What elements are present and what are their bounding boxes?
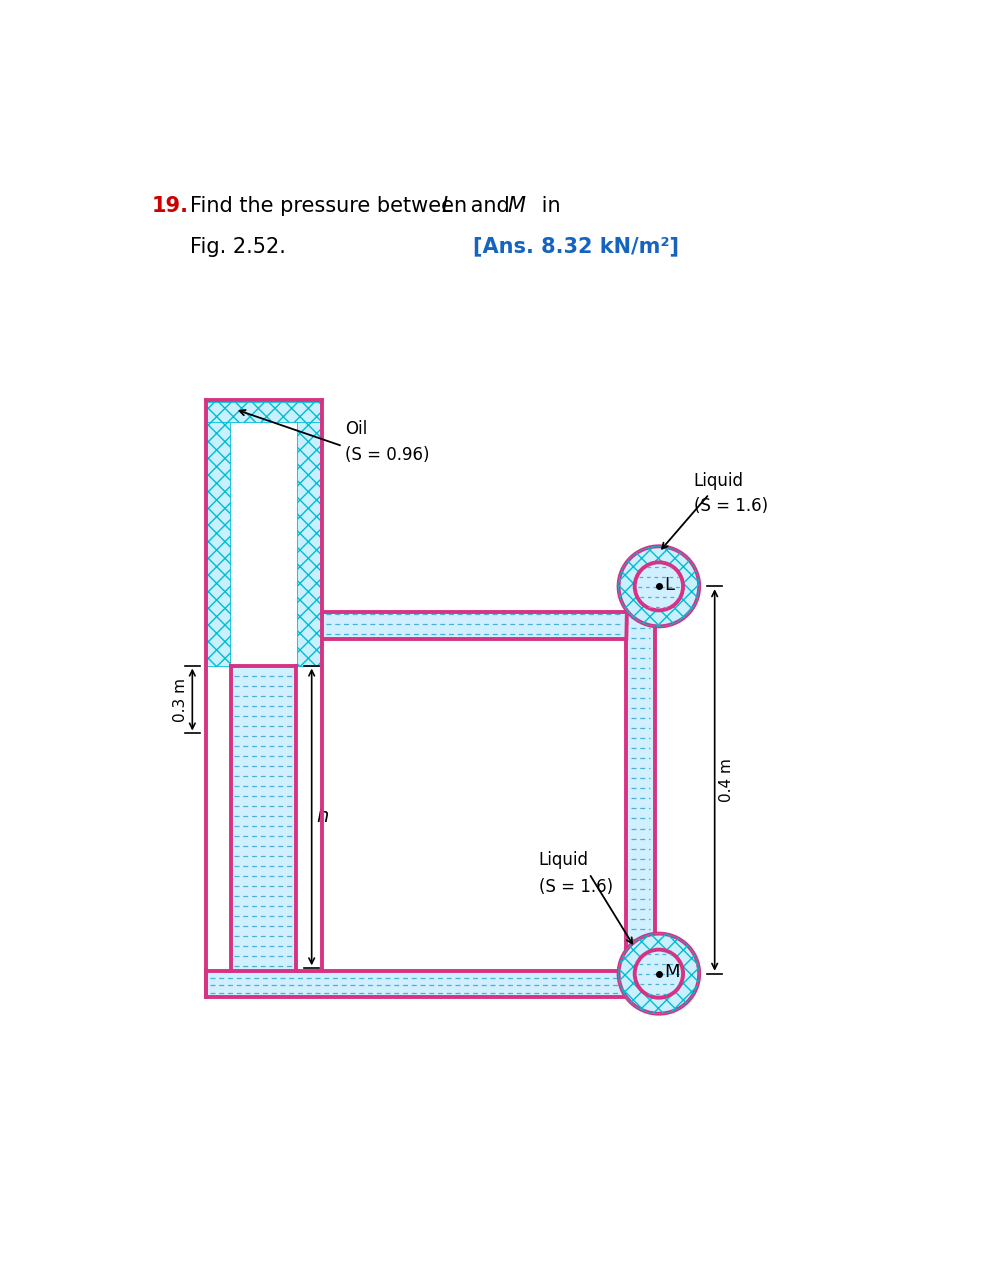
Text: [Ans. 8.32 kN/m²]: [Ans. 8.32 kN/m²] <box>473 237 679 257</box>
Text: M: M <box>507 196 525 216</box>
Text: (S = 1.6): (S = 1.6) <box>539 878 613 896</box>
Text: 0.3 m: 0.3 m <box>173 677 188 722</box>
Circle shape <box>619 933 699 1014</box>
Text: 0.4 m: 0.4 m <box>719 758 735 803</box>
Text: in: in <box>535 196 560 216</box>
Text: (S = 1.6): (S = 1.6) <box>694 497 768 516</box>
Circle shape <box>635 562 683 611</box>
Text: Find the pressure between: Find the pressure between <box>190 196 474 216</box>
Bar <box>207 399 230 666</box>
Bar <box>627 586 655 974</box>
Bar <box>231 666 296 972</box>
Text: 19.: 19. <box>151 196 189 216</box>
Text: M: M <box>664 963 680 980</box>
Text: h: h <box>317 808 329 827</box>
Text: Oil: Oil <box>345 420 367 438</box>
Circle shape <box>635 950 683 997</box>
Text: L: L <box>664 576 674 594</box>
Circle shape <box>619 547 699 626</box>
Bar <box>322 612 627 639</box>
Text: (S = 0.96): (S = 0.96) <box>345 447 430 465</box>
Text: Liquid: Liquid <box>539 851 589 869</box>
Bar <box>207 402 321 421</box>
Text: L: L <box>442 196 454 216</box>
Bar <box>206 972 655 997</box>
Text: Liquid: Liquid <box>694 472 744 490</box>
Text: Fig. 2.52.: Fig. 2.52. <box>190 237 286 257</box>
Text: and: and <box>464 196 516 216</box>
Bar <box>297 399 321 666</box>
